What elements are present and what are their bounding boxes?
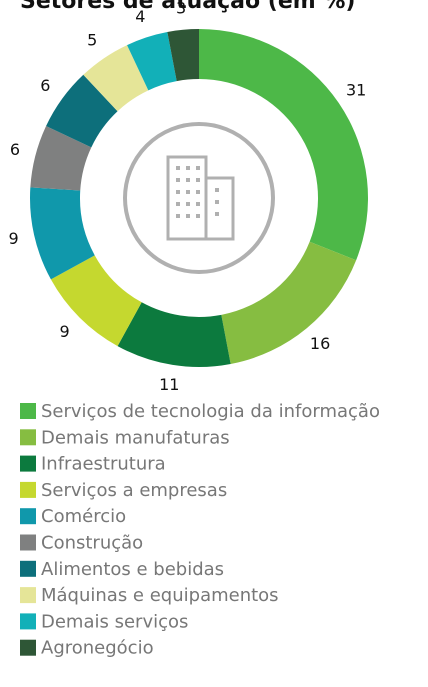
donut-segment [83,45,149,112]
data-label: 3 [176,0,186,17]
data-label: 6 [10,140,20,159]
legend-label: Demais serviços [41,611,188,632]
legend-swatch [20,429,36,446]
donut-segment [29,187,95,280]
legend-swatch [20,587,36,604]
donut-segment [50,255,142,347]
legend-swatch [20,639,36,656]
data-label: 9 [60,322,70,341]
legend-label: Agronegócio [41,638,154,659]
legend-swatch [20,560,36,577]
legend-label: Demais manufaturas [41,427,230,448]
data-label: 9 [8,229,18,248]
legend-swatch [20,481,36,498]
data-label: 4 [135,7,145,26]
legend-swatch [20,455,36,472]
legend-label: Alimentos e bebidas [41,559,224,580]
chart-title: Setores de atuação (em %) [20,0,355,14]
donut-segment [221,241,357,365]
data-label: 31 [346,81,366,100]
legend-label: Construção [41,533,143,554]
legend-label: Infraestrutura [41,454,166,475]
donut-segment [127,31,177,91]
donut-segment [30,126,92,191]
legend-label: Comércio [41,506,126,527]
center-icon [123,122,275,274]
legend-label: Serviços a empresas [41,480,227,501]
donut-segment [117,302,231,367]
data-label: 5 [87,30,97,49]
donut-segment [199,29,369,261]
donut-segment [167,29,199,82]
legend-swatch [20,534,36,551]
data-label: 11 [159,375,179,394]
legend-label: Serviços de tecnologia da informação [41,401,380,422]
donut-segment [46,74,118,148]
legend-swatch [20,508,36,525]
legend-swatch [20,403,36,419]
legend-swatch [20,613,36,630]
data-label: 16 [310,334,330,353]
legend-label: Máquinas e equipamentos [41,585,279,606]
data-label: 6 [40,76,50,95]
